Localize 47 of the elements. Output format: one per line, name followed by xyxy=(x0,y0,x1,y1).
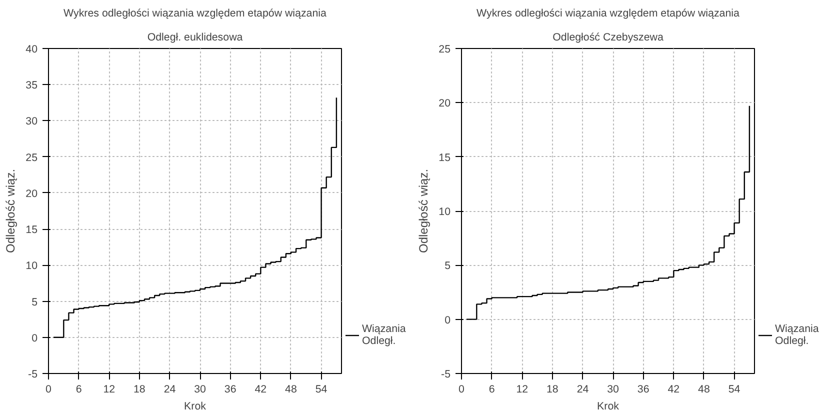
x-tick-label: 48 xyxy=(285,384,297,396)
x-axis-title: Krok xyxy=(597,400,620,412)
x-tick-label: 24 xyxy=(576,384,589,396)
y-tick-label: -5 xyxy=(28,368,38,380)
y-tick-label: 15 xyxy=(438,152,451,164)
y-tick-label: 40 xyxy=(26,44,38,56)
x-tick-label: 0 xyxy=(458,384,465,396)
y-tick-label: 5 xyxy=(32,296,38,308)
x-tick-label: 54 xyxy=(315,384,328,396)
y-tick-label: 20 xyxy=(26,188,38,200)
x-tick-label: 18 xyxy=(134,384,146,396)
x-tick-label: 54 xyxy=(728,384,740,396)
y-tick-label: 30 xyxy=(26,116,38,128)
x-tick-label: 24 xyxy=(164,384,176,396)
y-tick-label: 10 xyxy=(438,206,451,218)
y-tick-label: 0 xyxy=(32,332,38,344)
y-tick-label: 15 xyxy=(26,224,38,236)
y-axis-title: Odległość wiąz. xyxy=(416,168,431,254)
x-tick-label: 0 xyxy=(46,384,52,396)
x-tick-label: 42 xyxy=(254,384,267,396)
x-tick-label: 30 xyxy=(607,384,620,396)
x-tick-label: 36 xyxy=(637,384,650,396)
chart-title: Wykres odległości wiązania względem etapów wiązania xyxy=(476,8,740,20)
x-tick-label: 6 xyxy=(488,384,495,396)
x-tick-label: 12 xyxy=(103,384,116,396)
y-tick-label: 0 xyxy=(444,314,451,326)
legend-label: Wiązania Odległ. xyxy=(362,323,406,347)
y-tick-label: 5 xyxy=(444,260,451,272)
legend-label: Wiązania Odległ. xyxy=(775,323,819,347)
x-tick-label: 48 xyxy=(698,384,710,396)
y-tick-label: 35 xyxy=(26,80,38,92)
x-tick-label: 42 xyxy=(668,384,680,396)
chart-subtitle: Odległ. euklidesowa xyxy=(147,32,243,44)
y-tick-label: -5 xyxy=(441,368,451,380)
chart-title: Wykres odległości wiązania względem etapów wiązania xyxy=(64,8,327,20)
x-tick-label: 12 xyxy=(516,384,528,396)
y-tick-label: 20 xyxy=(438,98,451,110)
y-tick-label: 25 xyxy=(26,152,38,164)
x-tick-label: 6 xyxy=(76,384,82,396)
y-tick-label: 10 xyxy=(26,260,38,272)
y-axis-title: Odległość wiąz. xyxy=(4,168,18,254)
x-tick-label: 36 xyxy=(224,384,236,396)
chart-subtitle: Odległość Czebyszewa xyxy=(552,32,664,44)
y-tick-label: 25 xyxy=(438,44,451,56)
x-tick-label: 30 xyxy=(194,384,206,396)
x-axis-title: Krok xyxy=(184,400,207,412)
x-tick-label: 18 xyxy=(546,384,558,396)
